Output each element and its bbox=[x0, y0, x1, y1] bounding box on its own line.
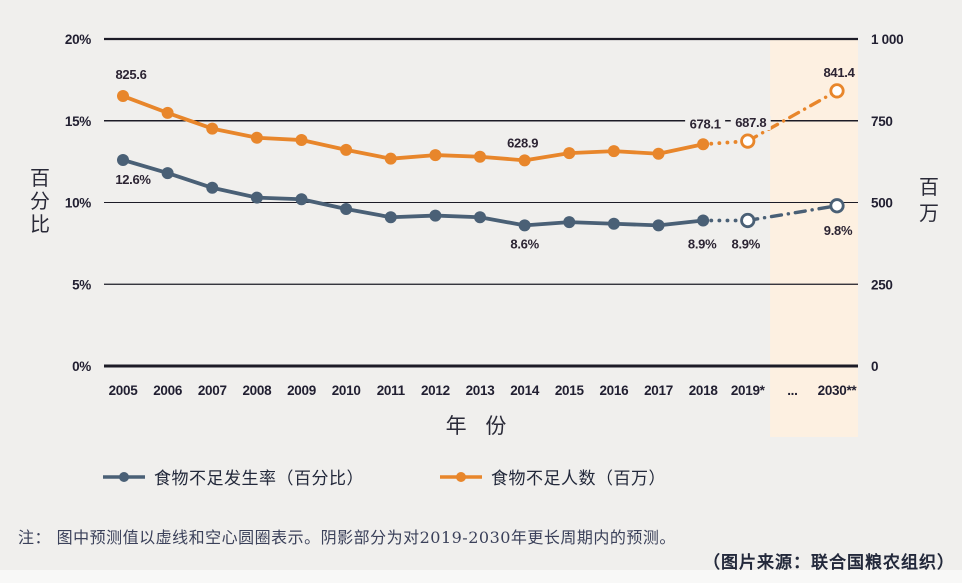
svg-text:2005: 2005 bbox=[109, 383, 139, 398]
data-point bbox=[652, 147, 665, 160]
svg-text:500: 500 bbox=[871, 196, 893, 211]
svg-text:0: 0 bbox=[871, 359, 878, 374]
svg-text:...: ... bbox=[787, 383, 797, 398]
number-line-marker-icon bbox=[440, 471, 482, 482]
projection-shaded-region bbox=[770, 39, 858, 437]
data-point bbox=[652, 219, 665, 232]
legend-item-prevalence: 食物不足发生率（百分比） bbox=[103, 464, 364, 489]
svg-text:12.6%: 12.6% bbox=[115, 172, 151, 187]
chart-legend: 食物不足发生率（百分比） 食物不足人数（百万） bbox=[103, 464, 666, 489]
data-point bbox=[295, 193, 308, 206]
data-point bbox=[117, 90, 129, 103]
projection-open-point bbox=[829, 83, 845, 99]
gridlines bbox=[104, 37, 858, 368]
svg-text:5%: 5% bbox=[72, 277, 91, 292]
svg-text:比: 比 bbox=[30, 212, 50, 236]
svg-text:年 份: 年 份 bbox=[446, 414, 513, 438]
svg-text:678.1: 678.1 bbox=[690, 116, 721, 131]
series-number bbox=[117, 83, 845, 167]
svg-text:百: 百 bbox=[30, 166, 50, 190]
svg-text:628.9: 628.9 bbox=[507, 135, 538, 150]
bottom-strip bbox=[0, 570, 962, 583]
svg-text:250: 250 bbox=[871, 277, 893, 292]
svg-text:2018: 2018 bbox=[689, 383, 719, 398]
data-point bbox=[206, 122, 219, 135]
data-point bbox=[563, 147, 576, 160]
svg-text:2030**: 2030** bbox=[818, 383, 858, 398]
footnote-text: 注： 图中预测值以虚线和空心圆圈表示。阴影部分为对2019-2030年更长周期内… bbox=[18, 528, 676, 547]
data-point bbox=[250, 191, 263, 204]
svg-text:2016: 2016 bbox=[599, 383, 629, 398]
svg-text:2015: 2015 bbox=[555, 383, 585, 398]
data-point bbox=[206, 181, 219, 194]
data-point bbox=[474, 211, 486, 224]
data-point-labels: 825.6 628.9 678.1 687.8 841.4 12.6% 8.6% 8.9% 8.… bbox=[115, 65, 856, 252]
svg-text:2014: 2014 bbox=[510, 383, 540, 398]
svg-text:2006: 2006 bbox=[153, 383, 183, 398]
svg-text:2008: 2008 bbox=[242, 383, 272, 398]
projection-open-point bbox=[829, 198, 845, 214]
svg-text:10%: 10% bbox=[65, 196, 91, 211]
svg-text:2009: 2009 bbox=[287, 383, 316, 398]
projection-open-point bbox=[740, 133, 756, 149]
data-point bbox=[607, 145, 620, 158]
chart-area: 20% 15% 10% 5% 0% 1 000 750 500 250 0 百分比百万年 份 2005… bbox=[30, 32, 939, 438]
svg-text:687.8: 687.8 bbox=[735, 115, 766, 130]
svg-text:8.6%: 8.6% bbox=[510, 236, 539, 251]
svg-text:8.9%: 8.9% bbox=[732, 236, 761, 251]
svg-text:825.6: 825.6 bbox=[115, 67, 146, 82]
svg-text:2011: 2011 bbox=[377, 383, 406, 398]
data-point bbox=[161, 167, 174, 180]
data-point bbox=[161, 106, 174, 119]
legend-label-number: 食物不足人数（百万） bbox=[491, 469, 666, 489]
data-point bbox=[429, 149, 442, 162]
prevalence-line-marker-icon bbox=[103, 471, 145, 482]
legend-item-number: 食物不足人数（百万） bbox=[440, 464, 666, 489]
data-point bbox=[117, 153, 129, 166]
data-point bbox=[607, 217, 620, 230]
svg-text:1 000: 1 000 bbox=[871, 32, 903, 47]
svg-text:分: 分 bbox=[30, 189, 50, 213]
data-point bbox=[563, 216, 576, 229]
data-point bbox=[384, 152, 397, 165]
data-point bbox=[340, 203, 353, 216]
source-credit-text: （图片来源：联合国粮农组织） bbox=[703, 553, 955, 573]
data-point bbox=[340, 143, 353, 156]
legend-label-prevalence: 食物不足发生率（百分比） bbox=[154, 469, 364, 489]
svg-text:百: 百 bbox=[919, 175, 939, 199]
projection-open-point bbox=[740, 212, 756, 229]
svg-text:841.4: 841.4 bbox=[823, 65, 855, 80]
data-point bbox=[697, 138, 710, 151]
svg-text:8.9%: 8.9% bbox=[688, 236, 717, 251]
svg-text:2012: 2012 bbox=[421, 383, 450, 398]
svg-text:750: 750 bbox=[871, 114, 893, 129]
data-point bbox=[518, 154, 531, 167]
data-point bbox=[474, 150, 486, 163]
axis-tick-labels: 20% 15% 10% 5% 0% 1 000 750 500 250 0 bbox=[65, 32, 904, 374]
data-point bbox=[384, 211, 397, 224]
data-point bbox=[295, 134, 308, 147]
data-point bbox=[697, 214, 710, 227]
data-point bbox=[250, 131, 263, 144]
svg-text:20%: 20% bbox=[65, 32, 91, 47]
x-axis-labels: 2005 2006 2007 2008 2009 2010 2011 2012 2013 2014… bbox=[109, 383, 858, 398]
svg-text:2013: 2013 bbox=[466, 383, 496, 398]
data-point bbox=[429, 209, 442, 222]
svg-text:2017: 2017 bbox=[644, 383, 673, 398]
data-point bbox=[518, 219, 531, 232]
svg-text:2010: 2010 bbox=[332, 383, 361, 398]
series-prevalence bbox=[117, 153, 845, 232]
svg-text:15%: 15% bbox=[65, 114, 91, 129]
svg-text:9.8%: 9.8% bbox=[824, 223, 853, 238]
svg-text:2019*: 2019* bbox=[731, 383, 766, 398]
svg-text:万: 万 bbox=[919, 201, 939, 225]
svg-text:2007: 2007 bbox=[198, 383, 227, 398]
svg-text:0%: 0% bbox=[72, 359, 91, 374]
